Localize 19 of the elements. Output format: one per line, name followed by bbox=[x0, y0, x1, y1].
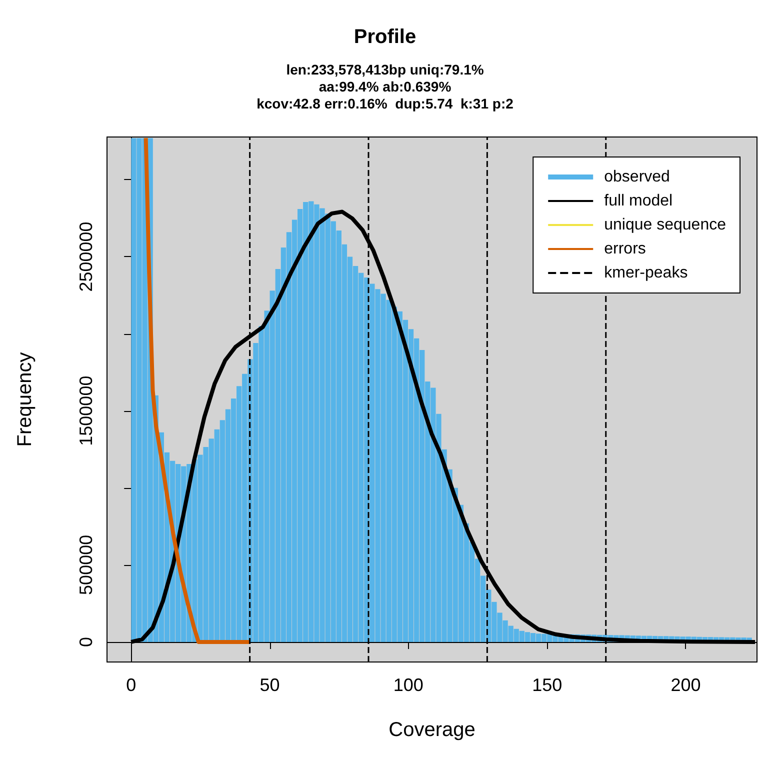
line-series bbox=[144, 136, 251, 644]
y-tick-label: 500000 bbox=[76, 534, 96, 595]
x-tick-label: 100 bbox=[393, 675, 424, 695]
legend-label: observed bbox=[604, 168, 670, 186]
x-tick-label: 50 bbox=[260, 675, 280, 695]
chart-subtitle: len:233,578,413bp uniq:79.1% aa:99.4% ab:0.639% kcov:42.8 err:0.16% dup:5.74 k:31 p:2 bbox=[256, 62, 514, 112]
y-tick-label: 1500000 bbox=[76, 376, 96, 446]
chart-title: Profile bbox=[354, 26, 416, 48]
legend-label: kmer-peaks bbox=[604, 264, 688, 282]
y-axis-title: Frequency bbox=[14, 352, 36, 447]
legend-label: full model bbox=[604, 192, 673, 210]
x-tick-label: 0 bbox=[126, 675, 136, 695]
x-tick-label: 200 bbox=[670, 675, 701, 695]
y-tick-label: 2500000 bbox=[76, 222, 96, 292]
x-axis-title: Coverage bbox=[388, 719, 476, 741]
legend-label: unique sequence bbox=[604, 216, 726, 234]
x-tick-label: 150 bbox=[532, 675, 562, 695]
y-tick-label: 0 bbox=[76, 636, 96, 647]
legend-label: errors bbox=[604, 240, 646, 258]
